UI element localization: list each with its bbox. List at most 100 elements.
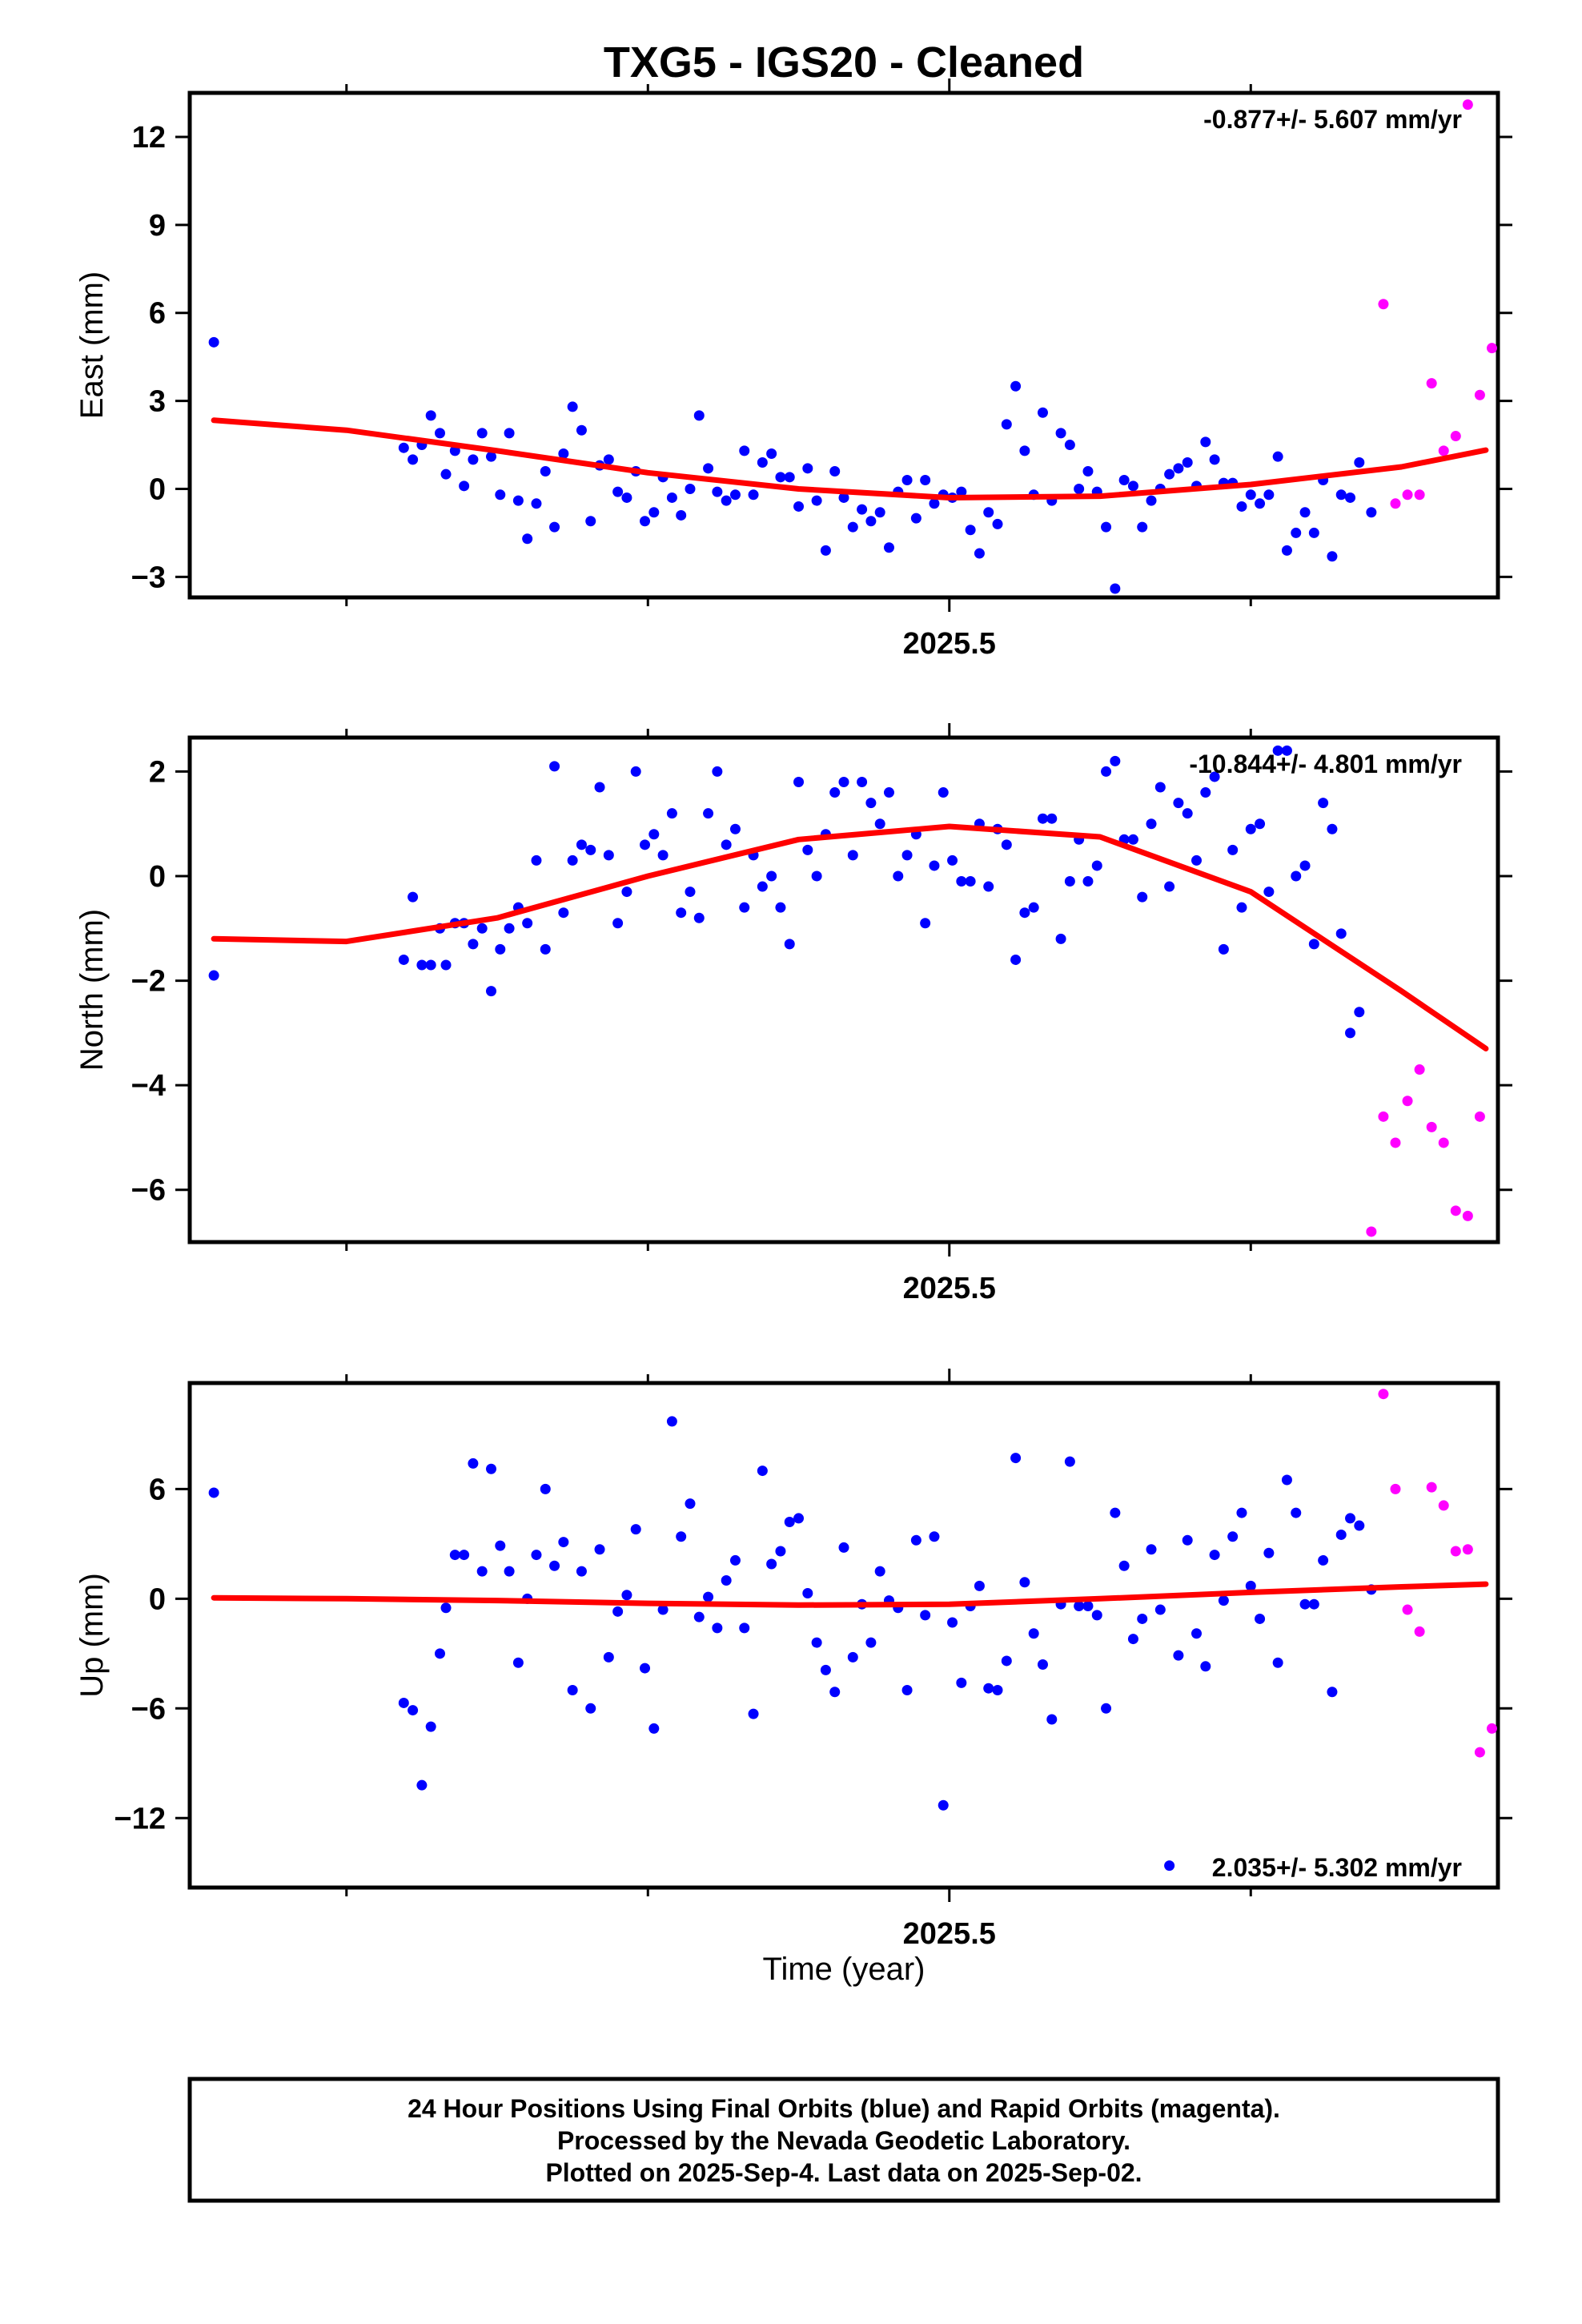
final-orbit-point [512,495,524,506]
final-orbit-point [1118,1560,1130,1571]
final-orbit-point [1200,1661,1211,1672]
final-orbit-point [811,1637,822,1648]
final-orbit-point [549,521,560,533]
rapid-orbit-point [1486,1723,1497,1734]
final-orbit-point [1101,521,1112,533]
final-orbit-point [1354,1520,1365,1531]
y-tick-label: −2 [131,965,166,999]
final-orbit-point [1173,1650,1184,1661]
final-orbit-point [1291,527,1302,538]
final-orbit-point [965,876,976,887]
final-orbit-point [440,1602,452,1614]
final-orbit-point [1354,1007,1365,1018]
rapid-orbit-point [1402,1604,1413,1615]
final-orbit-point [425,1721,436,1732]
final-orbit-point [820,1664,831,1675]
final-orbit-point [468,454,479,465]
final-orbit-point [1281,545,1292,556]
final-orbit-point [1019,1577,1030,1588]
final-orbit-point [829,466,841,476]
final-orbit-point [974,548,985,559]
final-orbit-point [685,887,696,898]
final-orbit-point [425,410,436,421]
final-orbit-point [1209,454,1220,465]
final-orbit-point [703,463,714,474]
final-orbit-point [666,492,677,503]
rapid-orbit-point [1414,1626,1425,1637]
final-orbit-point [1245,489,1256,501]
rapid-orbit-point [1390,498,1401,509]
final-orbit-point [603,850,614,861]
final-orbit-point [440,959,452,971]
final-orbit-point [485,986,496,997]
final-orbit-point [434,1648,445,1659]
final-orbit-point [775,902,786,913]
final-orbit-point [1182,1534,1193,1546]
final-orbit-point [729,823,741,834]
final-orbit-point [1064,440,1075,451]
footer-line-3: Plotted on 2025-Sep-4. Last data on 2025… [545,2158,1142,2187]
final-orbit-point [956,876,967,887]
final-orbit-point [612,486,624,497]
final-orbit-point [1019,445,1030,456]
rate-label: -0.877+/- 5.607 mm/yr [1203,105,1462,134]
final-orbit-point [721,1575,732,1586]
final-orbit-point [1218,943,1229,955]
final-orbit-point [1091,860,1102,871]
final-orbit-point [666,808,677,819]
final-orbit-point [920,918,931,929]
final-orbit-point [1154,782,1166,793]
final-orbit-point [712,766,723,777]
final-orbit-point [956,1677,967,1688]
final-orbit-point [920,1610,931,1621]
rapid-orbit-point [1474,389,1485,400]
final-orbit-point [640,839,651,850]
final-orbit-point [398,442,409,453]
final-orbit-point [558,1537,569,1548]
rapid-orbit-point [1438,1137,1449,1148]
final-orbit-point [703,808,714,819]
final-orbit-point [1335,489,1347,501]
final-orbit-point [1281,1474,1292,1486]
fit-curve [211,417,1489,501]
final-orbit-point [476,1566,488,1577]
final-orbit-point [947,854,958,866]
final-orbit-point [992,518,1003,529]
final-orbit-point [693,912,705,923]
final-orbit-point [757,881,768,892]
final-orbit-point [1236,501,1247,512]
final-orbit-point [857,776,868,787]
final-orbit-point [893,870,904,882]
final-orbit-point [666,1416,677,1427]
final-orbit-point [793,776,805,787]
final-orbit-point [784,472,795,483]
final-orbit-point [739,902,750,913]
final-orbit-point [594,782,605,793]
y-tick-label: 0 [149,472,166,506]
final-orbit-point [956,486,967,497]
final-orbit-point [1272,451,1283,462]
final-orbit-point [865,798,877,809]
final-orbit-point [1366,507,1377,518]
final-orbit-point [1154,1604,1166,1615]
final-orbit-point [1046,813,1058,824]
final-orbit-point [1291,870,1302,882]
final-orbit-point [208,1487,219,1498]
final-orbit-point [504,428,515,439]
final-orbit-point [1137,891,1148,903]
final-orbit-point [1127,1634,1138,1645]
final-orbit-point [1200,787,1211,798]
final-orbit-point [847,1651,858,1663]
final-orbit-point [1209,771,1220,782]
final-orbit-point [1046,1714,1058,1725]
final-orbit-point [648,829,660,840]
final-orbit-point [1281,745,1292,756]
rapid-orbit-point [1462,99,1473,111]
final-orbit-point [1064,876,1075,887]
final-orbit-point [1082,466,1094,476]
final-orbit-point [408,454,419,465]
final-orbit-point [1218,1595,1229,1606]
final-orbit-point [630,766,641,777]
final-orbit-point [712,486,723,497]
final-orbit-point [1146,495,1157,506]
